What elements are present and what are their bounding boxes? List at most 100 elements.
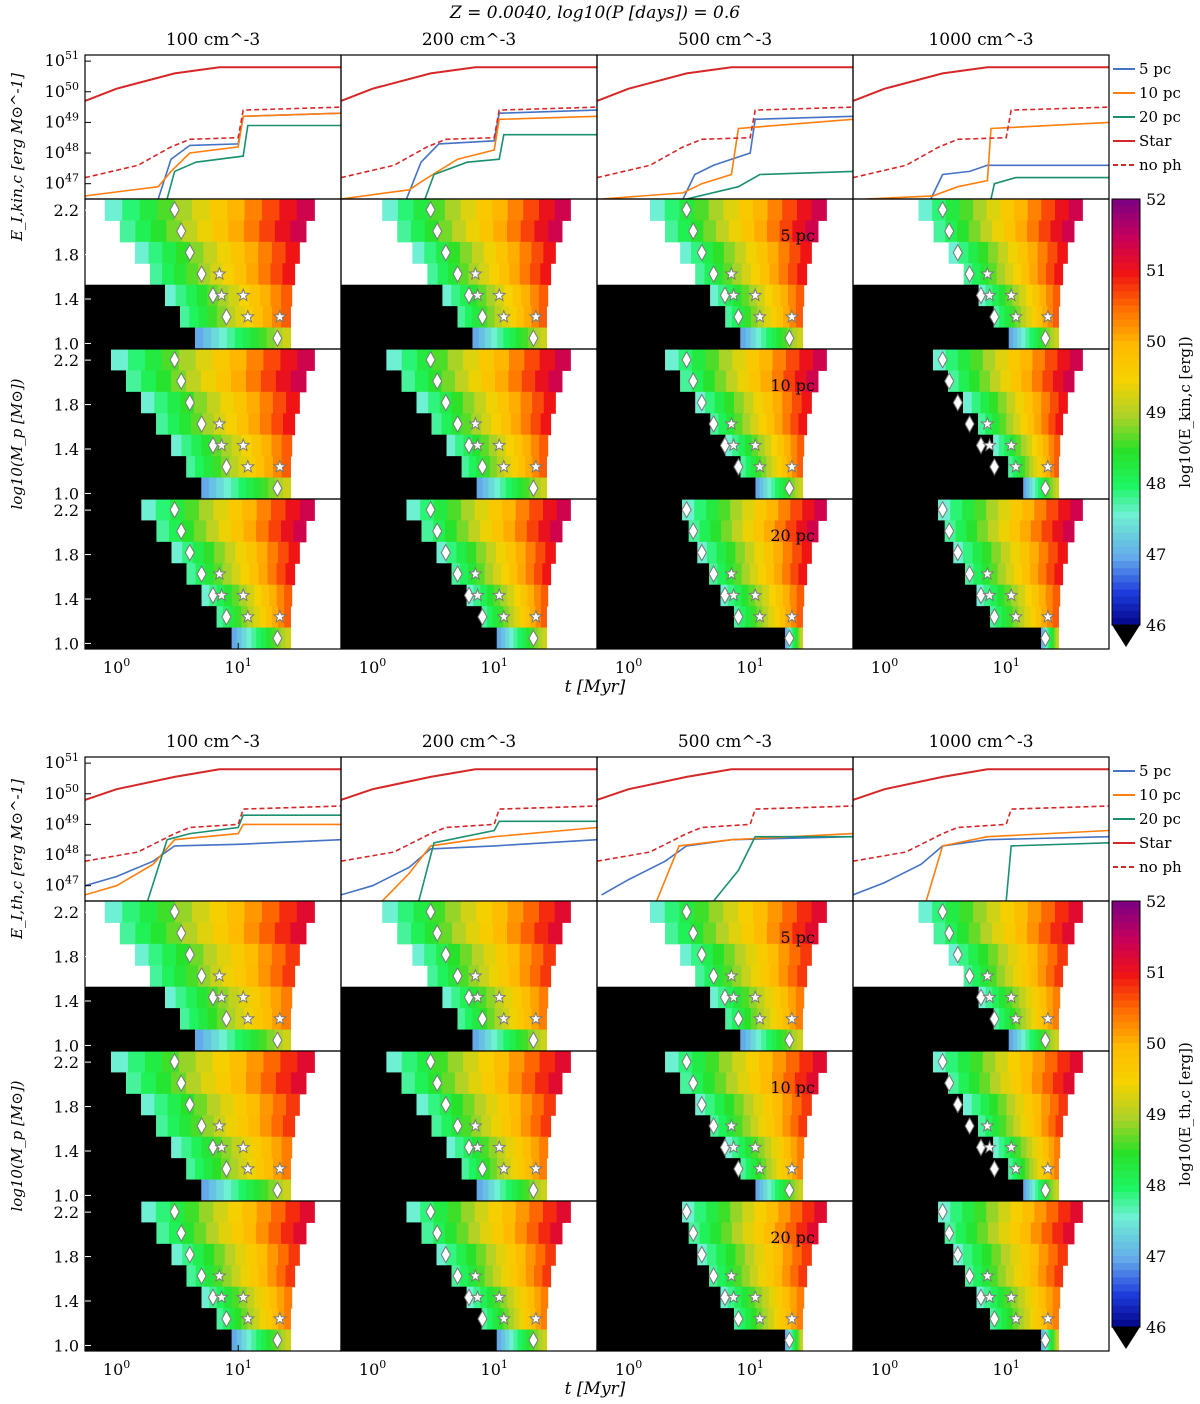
heatmap-cell (416, 391, 429, 414)
heatmap-cell (1054, 1158, 1059, 1181)
heatmap-cell (496, 627, 502, 649)
heatmap-cell (297, 349, 315, 371)
heatmap-cell (204, 563, 215, 586)
heatmap-cell (243, 520, 257, 543)
star-marker (496, 1011, 512, 1026)
heatmap-cell (755, 477, 761, 499)
colorbar-segment (1112, 1114, 1140, 1122)
heatmap-cell (525, 627, 531, 649)
heatmap-cell (1029, 1029, 1035, 1051)
heatmap-cell (766, 499, 779, 521)
radius-label: 5 pc (781, 226, 816, 245)
star-marker (272, 309, 288, 324)
heatmap-cell (1032, 391, 1042, 414)
heatmap-cell (779, 1308, 786, 1331)
heatmap-cell (1037, 263, 1047, 286)
heatmap-cell (1031, 1136, 1039, 1159)
heatmap-cell (554, 349, 571, 371)
diamond-marker (196, 414, 207, 434)
heatmap-cell (460, 901, 477, 923)
heatmap-cell (539, 434, 549, 457)
heatmap-cell (236, 1115, 250, 1138)
heatmap-cell (523, 477, 530, 499)
heatmap-cell (759, 1051, 774, 1073)
heatmap-cell (191, 1136, 202, 1159)
y-tick-label: 1051 (45, 751, 79, 772)
heatmap-cell (184, 1201, 200, 1223)
heatmap-cell (795, 306, 803, 329)
star-marker (752, 459, 768, 474)
heatmap-cell (741, 986, 750, 1009)
heatmap-cell (740, 456, 747, 479)
heatmap-cell (1048, 1243, 1059, 1266)
heatmap-cell (508, 606, 515, 629)
heatmap-cell (509, 1093, 522, 1116)
heatmap-cell (256, 541, 268, 564)
colorbar-segment (1112, 241, 1140, 250)
heatmap-cell (270, 965, 284, 988)
heatmap-cell (203, 1243, 215, 1266)
thermal-energy-block: 100 cm^-3 200 cm^-3 500 cm^-3 1000 cm^-3105… (8, 732, 1194, 1379)
colorbar-segment (1112, 1291, 1140, 1300)
heatmap-cell (649, 901, 666, 923)
heatmap-cell (438, 922, 453, 945)
heatmap-cell (776, 306, 784, 329)
figure-suptitle: Z = 0.0040, log10(P [days]) = 0.6 (449, 3, 740, 23)
heatmap-cell (427, 965, 439, 988)
heatmap-cell (1026, 1179, 1030, 1201)
heatmap-cell (1000, 199, 1015, 221)
heatmap-cell (479, 220, 494, 243)
heatmap-cell (969, 1072, 981, 1095)
unresolved-region (853, 1179, 1024, 1201)
heatmap-cell (521, 986, 531, 1009)
heatmap-cell (971, 1093, 982, 1116)
heatmap-cell (1054, 434, 1061, 457)
heatmap-cell (988, 263, 998, 286)
heatmap-cell (782, 413, 792, 436)
diamond-marker (952, 543, 963, 562)
star-marker (491, 1139, 507, 1154)
heatmap-cell (271, 1115, 284, 1138)
heatmap-cell (1004, 306, 1011, 329)
heatmap-cell (1044, 1051, 1058, 1073)
star-marker (528, 1311, 544, 1326)
heatmap-cell (999, 1008, 1006, 1031)
y-tick-label: 1.8 (54, 1248, 79, 1267)
heatmap-cell (799, 1329, 802, 1351)
diamond-marker (696, 393, 707, 412)
heatmap-cell (246, 965, 259, 988)
heatmap-cell (723, 901, 739, 923)
heatmap-cell (733, 284, 742, 307)
heatmap-cell (721, 520, 733, 543)
heatmap-cell (245, 1072, 262, 1095)
legend-entry: 20 pc (1139, 108, 1181, 126)
star-marker (980, 566, 995, 581)
heatmap-cell (1049, 1179, 1054, 1201)
heatmap-cell (517, 1329, 523, 1351)
heatmap-cell (149, 263, 163, 286)
heatmap-cell (991, 1243, 1002, 1266)
heatmap-cell (750, 1008, 759, 1031)
heatmap-panel (85, 1051, 315, 1201)
colorbar-segment (1112, 1057, 1140, 1065)
heatmap-cell (503, 1029, 511, 1051)
heatmap-cell (503, 284, 514, 307)
heatmap-cell (255, 456, 265, 479)
series-line-star (85, 768, 341, 801)
diamond-marker (207, 436, 219, 455)
heatmap-cell (203, 456, 213, 479)
heatmap-cell (234, 263, 247, 286)
star-marker (491, 287, 507, 302)
heatmap-cell (515, 327, 523, 349)
diamond-marker (272, 1331, 283, 1350)
heatmap-cell (776, 456, 783, 479)
heatmap-cell (518, 456, 526, 479)
heatmap-cell (734, 943, 747, 966)
heatmap-cell (793, 1329, 796, 1351)
series-line-no_ph (85, 106, 341, 179)
heatmap-cell (1003, 220, 1017, 243)
diamond-marker (440, 543, 451, 562)
heatmap-cell (272, 391, 287, 414)
heatmap-cell (181, 520, 195, 543)
heatmap-cell (801, 1093, 812, 1116)
